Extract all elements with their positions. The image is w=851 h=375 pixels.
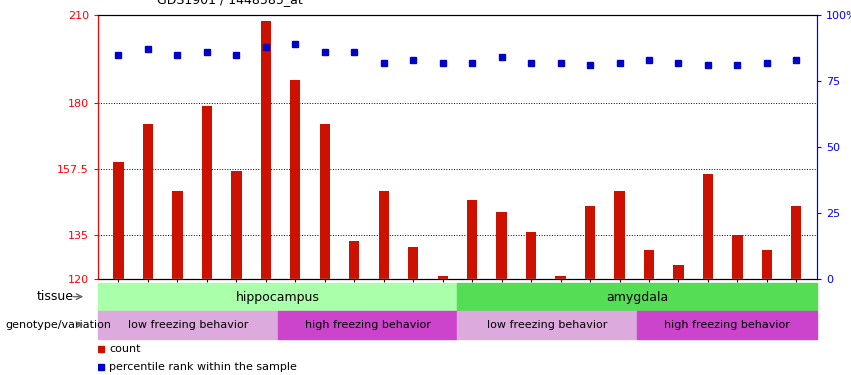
Bar [172, 191, 183, 279]
Bar [290, 80, 300, 279]
Bar [113, 162, 123, 279]
Bar [231, 171, 242, 279]
Text: low freezing behavior: low freezing behavior [128, 320, 248, 330]
Bar [379, 191, 389, 279]
Text: hippocampus: hippocampus [236, 291, 320, 304]
Bar [260, 21, 271, 279]
Bar [320, 124, 330, 279]
Text: high freezing behavior: high freezing behavior [305, 320, 431, 330]
Text: genotype/variation: genotype/variation [5, 320, 111, 330]
Bar [458, 283, 817, 311]
Bar [349, 241, 359, 279]
Bar [98, 279, 817, 338]
Bar [437, 276, 448, 279]
Text: amygdala: amygdala [606, 291, 668, 304]
Bar [496, 212, 507, 279]
Bar [458, 311, 637, 339]
Bar [526, 232, 536, 279]
Bar [556, 276, 566, 279]
Text: GDS1901 / 1448585_at: GDS1901 / 1448585_at [157, 0, 303, 6]
Bar [277, 311, 457, 339]
Bar [673, 265, 683, 279]
Text: high freezing behavior: high freezing behavior [664, 320, 790, 330]
Bar [614, 191, 625, 279]
Bar [98, 311, 277, 339]
Bar [408, 247, 419, 279]
Text: percentile rank within the sample: percentile rank within the sample [109, 362, 297, 372]
Bar [637, 311, 817, 339]
Bar [791, 206, 802, 279]
Bar [732, 236, 743, 279]
Bar [762, 250, 772, 279]
Bar [143, 124, 153, 279]
Bar [202, 106, 212, 279]
Bar [467, 200, 477, 279]
Text: low freezing behavior: low freezing behavior [487, 320, 608, 330]
Bar [585, 206, 595, 279]
Text: count: count [109, 344, 140, 354]
Text: tissue: tissue [37, 290, 74, 303]
Bar [98, 283, 458, 311]
Bar [644, 250, 654, 279]
Bar [703, 174, 713, 279]
